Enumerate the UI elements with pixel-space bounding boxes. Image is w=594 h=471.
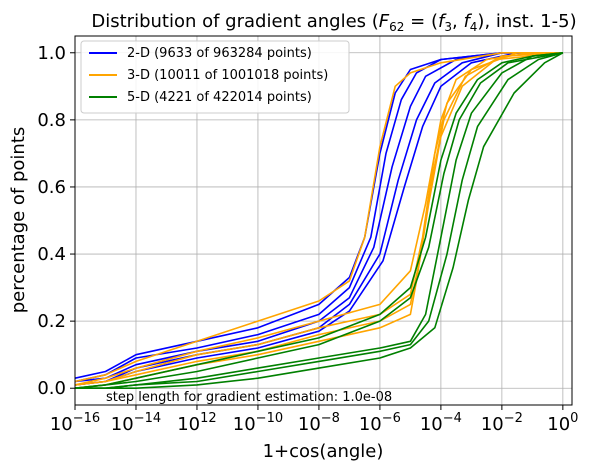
series-line [74,52,563,383]
x-tick-label: 10−6 [359,411,401,435]
y-tick-label: 0.0 [37,378,66,399]
series-group [74,52,564,389]
y-axis-label: percentage of points [8,127,29,314]
tick-marks [70,52,564,410]
x-tick-label: 10−16 [50,411,100,435]
y-tick-label: 0.8 [37,110,66,131]
series-line [74,52,563,386]
series-line [75,52,564,389]
legend-label-3d: 3-D (10011 of 1001018 points) [127,68,328,83]
series-line [74,52,564,389]
x-tick-labels: 10−16 10−14 1012 10−10 10−8 10−6 10−4 10−2 100 [50,411,579,435]
y-tick-label: 1.0 [37,43,66,64]
series-line [75,52,564,389]
y-tick-label: 0.6 [37,177,66,198]
x-tick-label: 1012 [177,411,216,435]
legend-box [80,40,350,114]
x-tick-label: 10−8 [298,411,340,435]
series-line [74,52,563,383]
series-line [75,52,563,389]
legend: 2-D (9633 of 963284 points) 3-D (10011 o… [80,40,350,114]
x-tick-label: 10−10 [233,411,283,435]
x-axis-label: 1+cos(angle) [263,441,384,462]
x-tick-label: 10−2 [481,411,523,435]
x-tick-label: 100 [547,411,578,435]
legend-label-5d: 5-D (4221 of 422014 points) [127,90,312,105]
x-tick-label: 10−4 [420,411,462,435]
plot-frame [74,35,573,406]
step-length-annotation: step length for gradient estimation: 1.0… [106,390,392,405]
y-tick-label: 0.2 [37,311,66,332]
x-tick-label: 10−14 [111,411,161,435]
series-line [74,52,563,383]
y-tick-labels: 0.0 0.2 0.4 0.6 0.8 1.0 [37,43,66,399]
series-lines [74,52,564,389]
y-tick-label: 0.4 [37,244,66,265]
legend-label-2d: 2-D (9633 of 963284 points) [127,46,312,61]
series-line [74,52,563,386]
chart-title: Distribution of gradient angles (F62 = (… [91,11,576,34]
series-line [74,52,563,389]
